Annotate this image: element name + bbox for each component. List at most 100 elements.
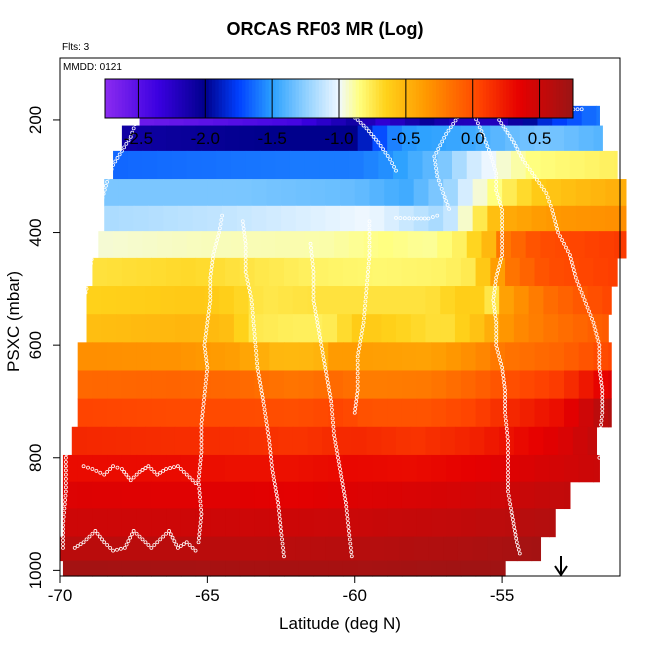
colorbar-segment bbox=[168, 79, 173, 118]
flight-point bbox=[244, 274, 249, 278]
colorbar-segment bbox=[566, 79, 571, 118]
heatmap-cell bbox=[77, 342, 94, 372]
flight-point bbox=[102, 540, 107, 545]
flight-point bbox=[369, 132, 374, 136]
heatmap-cell bbox=[328, 454, 344, 483]
flight-point bbox=[242, 234, 247, 239]
flight-point bbox=[181, 542, 186, 546]
colorbar-segment bbox=[402, 79, 407, 118]
heatmap-cell bbox=[251, 205, 267, 232]
heatmap-cell bbox=[245, 150, 262, 180]
flight-point bbox=[357, 347, 361, 351]
heatmap-cell bbox=[543, 286, 559, 315]
colorbar-segment bbox=[151, 79, 156, 118]
heatmap-cell bbox=[454, 426, 471, 456]
heatmap-cell bbox=[534, 125, 550, 152]
flight-point bbox=[354, 399, 359, 404]
flight-point bbox=[517, 150, 522, 155]
flight-point bbox=[203, 331, 208, 336]
heatmap-cell bbox=[431, 398, 447, 428]
flight-point bbox=[204, 324, 209, 329]
flight-point bbox=[88, 265, 93, 270]
flight-point bbox=[94, 227, 99, 232]
flight-point bbox=[311, 290, 316, 294]
flight-point bbox=[323, 365, 328, 370]
heatmap-cell bbox=[396, 314, 412, 343]
flight-point bbox=[365, 274, 370, 279]
flight-point bbox=[506, 467, 510, 471]
flight-point bbox=[203, 381, 208, 386]
heatmap-cell bbox=[136, 370, 152, 400]
flight-point bbox=[268, 451, 273, 455]
heatmap-cell bbox=[422, 231, 438, 259]
flight-point bbox=[197, 536, 201, 541]
flight-point bbox=[588, 313, 593, 318]
heatmap-cell bbox=[219, 286, 235, 315]
colorbar-segment bbox=[466, 79, 470, 118]
heatmap-cell bbox=[549, 454, 565, 483]
colorbar-segment bbox=[546, 79, 551, 118]
flight-point bbox=[68, 420, 72, 425]
flight-point bbox=[203, 385, 208, 390]
colorbar-segment bbox=[238, 79, 243, 118]
heatmap-cell bbox=[319, 150, 335, 180]
heatmap-cell bbox=[254, 481, 270, 510]
heatmap-cell bbox=[457, 205, 474, 232]
flight-point bbox=[355, 358, 360, 363]
heatmap-cell bbox=[372, 398, 388, 428]
flight-point bbox=[167, 529, 171, 533]
heatmap-cell bbox=[136, 508, 152, 538]
flight-point bbox=[333, 440, 338, 445]
heatmap-cell bbox=[381, 314, 397, 343]
colorbar-segment bbox=[476, 79, 480, 118]
heatmap-cell bbox=[292, 286, 309, 315]
flight-point bbox=[342, 489, 346, 494]
heatmap-cell bbox=[239, 342, 256, 372]
heatmap-cell bbox=[342, 508, 359, 538]
heatmap-cell bbox=[387, 481, 403, 510]
flight-point bbox=[199, 426, 204, 430]
flight-point bbox=[243, 249, 248, 254]
flight-point bbox=[134, 118, 139, 122]
flight-point bbox=[448, 125, 453, 130]
heatmap-cell bbox=[357, 560, 374, 577]
heatmap-cell bbox=[104, 205, 120, 232]
flight-point bbox=[205, 369, 209, 374]
colorbar-segment bbox=[435, 79, 440, 118]
flight-point bbox=[69, 386, 74, 391]
heatmap-cell bbox=[295, 205, 312, 232]
heatmap-cell bbox=[487, 536, 503, 562]
heatmap-cell bbox=[180, 257, 197, 287]
flight-point bbox=[263, 415, 268, 420]
heatmap-cell bbox=[133, 205, 150, 232]
flight-point bbox=[133, 122, 138, 127]
flight-point bbox=[101, 191, 106, 196]
flight-point bbox=[331, 429, 336, 433]
flight-point bbox=[439, 187, 444, 191]
colorbar-segment bbox=[165, 79, 170, 118]
heatmap-cell bbox=[460, 370, 477, 400]
flight-point bbox=[392, 164, 396, 169]
heatmap-cell bbox=[549, 370, 565, 400]
flight-point bbox=[366, 265, 371, 270]
heatmap-cell bbox=[460, 398, 477, 428]
heatmap-cell bbox=[416, 370, 432, 400]
flight-point bbox=[254, 353, 259, 357]
heatmap-cell bbox=[313, 257, 329, 287]
flight-point bbox=[495, 347, 500, 351]
flight-point bbox=[494, 175, 499, 180]
heatmap-cell bbox=[325, 536, 341, 562]
heatmap-cell bbox=[575, 179, 592, 207]
heatmap-cell bbox=[313, 125, 329, 152]
flight-point bbox=[503, 410, 507, 415]
heatmap-cell bbox=[130, 286, 147, 315]
heatmap-cell bbox=[298, 481, 315, 510]
y-axis-label: PSXC (mbar) bbox=[4, 270, 23, 372]
heatmap-cell bbox=[166, 508, 182, 538]
flight-point bbox=[251, 315, 255, 319]
flight-point bbox=[134, 531, 139, 536]
heatmap-cell bbox=[505, 257, 521, 287]
heatmap-cell bbox=[180, 508, 197, 538]
flight-point bbox=[435, 213, 440, 218]
heatmap-cell bbox=[225, 125, 241, 152]
